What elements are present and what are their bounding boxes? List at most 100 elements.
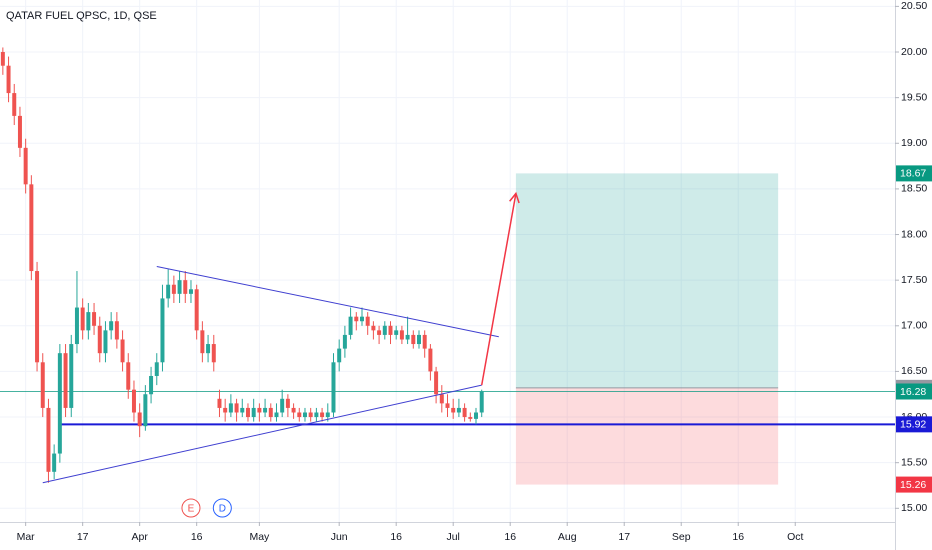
candle-body [80,307,85,331]
candle-body [285,398,290,408]
stop-zone [515,387,779,485]
y-tick-label: 19.50 [901,91,927,103]
candle-body [422,334,427,349]
candle-body [263,407,268,413]
x-tick-label: 16 [191,531,203,543]
target-zone [515,173,779,388]
price-label: 15.92 [900,419,926,431]
y-tick-label: 19.00 [901,137,927,149]
trendline [156,265,499,338]
event-label: E [188,504,195,515]
candle-body [57,353,62,454]
price-label-bg [896,476,932,493]
candle-body [52,453,57,472]
x-tick-label: 16 [504,531,516,543]
event-marker [212,498,232,518]
candle-body [434,371,439,395]
candle-body [297,412,302,418]
candle-body [445,403,450,408]
candle-body [211,344,216,363]
candle-body [405,334,410,340]
price-label-bg [896,416,932,433]
x-tick-label: Sep [672,531,691,543]
candle-body [479,391,484,413]
candle-body [371,325,376,331]
x-tick-label: Mar [17,531,36,543]
candle-body [245,407,250,418]
candle-body [377,330,382,335]
candle-body [308,412,313,418]
candle-body [166,284,171,299]
candle-body [320,412,325,418]
candle-body [365,316,370,326]
x-tick-label: 17 [77,531,89,543]
arrow-head [509,191,520,204]
x-tick-label: 16 [390,531,402,543]
price-label: 16.28 [900,386,926,398]
candle-body [240,407,245,413]
y-tick-label: 18.50 [901,183,927,195]
candle-body [388,325,393,335]
candle-body [348,316,353,335]
candle-body [268,407,273,418]
y-tick-label: 15.50 [901,456,927,468]
price-label-bg [896,383,932,400]
y-tick-label: 17.00 [901,320,927,332]
y-tick-label: 20.50 [901,0,927,12]
candle-body [6,65,11,94]
candle-body [217,398,222,408]
candle-body [251,407,256,418]
y-tick-label: 16.50 [901,365,927,377]
candle-body [468,417,473,419]
candle-body [143,394,148,427]
candle-body [69,344,74,408]
candle-body [291,407,296,413]
candle-body [171,284,176,294]
candle-body [382,325,387,335]
candle-body [451,407,456,413]
candle-body [120,339,125,363]
candle-body [417,334,421,345]
x-tick-label: Jun [331,531,348,543]
x-tick-label: Aug [558,531,577,543]
candle-body [331,362,336,413]
candle-body [63,353,68,408]
candle-body [462,407,467,418]
candle-body [12,93,17,116]
candle-body [411,334,416,345]
candle-body [359,316,364,322]
price-label-bg [896,165,932,182]
candle-body [97,325,102,354]
trendline [42,384,482,484]
x-tick-label: 17 [618,531,630,543]
candle-body [302,412,307,418]
candle-body [103,330,108,354]
candle-body [439,394,444,404]
candle-body [354,316,359,322]
candle-body [92,312,97,326]
candle-body [223,407,228,413]
y-tick-label: 15.00 [901,502,927,514]
candle-body [74,307,79,345]
candle-body [114,321,119,340]
price-axis-bg [895,0,932,550]
candle-body [234,403,239,413]
candle-body [394,330,399,335]
candle-body [228,403,233,413]
candle-body [160,298,165,363]
candle-body [194,289,199,331]
candle-body [206,344,211,354]
time-axis-bg [0,522,895,550]
candle-body [342,334,347,349]
price-label: 15.26 [900,479,926,491]
candle-body [23,147,28,185]
candle-body [280,398,285,413]
candle-body [126,362,131,390]
event-marker [181,498,201,518]
candle-body [131,389,136,413]
arrow [480,193,517,386]
candle-body [177,280,182,294]
